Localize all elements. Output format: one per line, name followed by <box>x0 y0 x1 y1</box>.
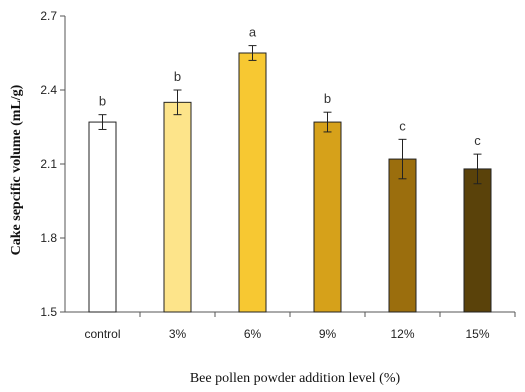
y-tick-label: 2.4 <box>40 83 57 97</box>
y-axis: 1.5 1.8 2.1 2.4 2.7 <box>40 9 66 319</box>
bars: b b a b c c <box>88 25 492 313</box>
y-axis-label: Cake sepcific volume (mL/g) <box>9 84 24 255</box>
significance-label: c <box>399 118 406 133</box>
x-axis-label: Bee pollen powder addition level (%) <box>190 371 401 386</box>
x-tick-label: control <box>84 327 120 341</box>
significance-label: b <box>99 94 106 109</box>
significance-label: b <box>174 69 181 84</box>
bar <box>388 158 417 313</box>
bar <box>163 101 192 313</box>
bar <box>313 121 342 313</box>
x-axis: control 3% 6% 9% 12% 15% <box>65 311 516 341</box>
significance-label: c <box>474 133 481 148</box>
y-tick-label: 1.5 <box>40 305 57 319</box>
bar <box>463 168 492 313</box>
y-tick-label: 1.8 <box>40 231 57 245</box>
bar <box>238 52 267 313</box>
bar <box>88 121 117 313</box>
x-tick-label: 6% <box>244 327 262 341</box>
x-tick-label: 3% <box>169 327 187 341</box>
x-tick-label: 12% <box>390 327 414 341</box>
x-tick-label: 9% <box>319 327 337 341</box>
significance-label: b <box>324 91 331 106</box>
y-tick-label: 2.1 <box>40 157 57 171</box>
significance-label: a <box>249 25 257 40</box>
x-tick-label: 15% <box>465 327 489 341</box>
y-tick-label: 2.7 <box>40 9 57 23</box>
